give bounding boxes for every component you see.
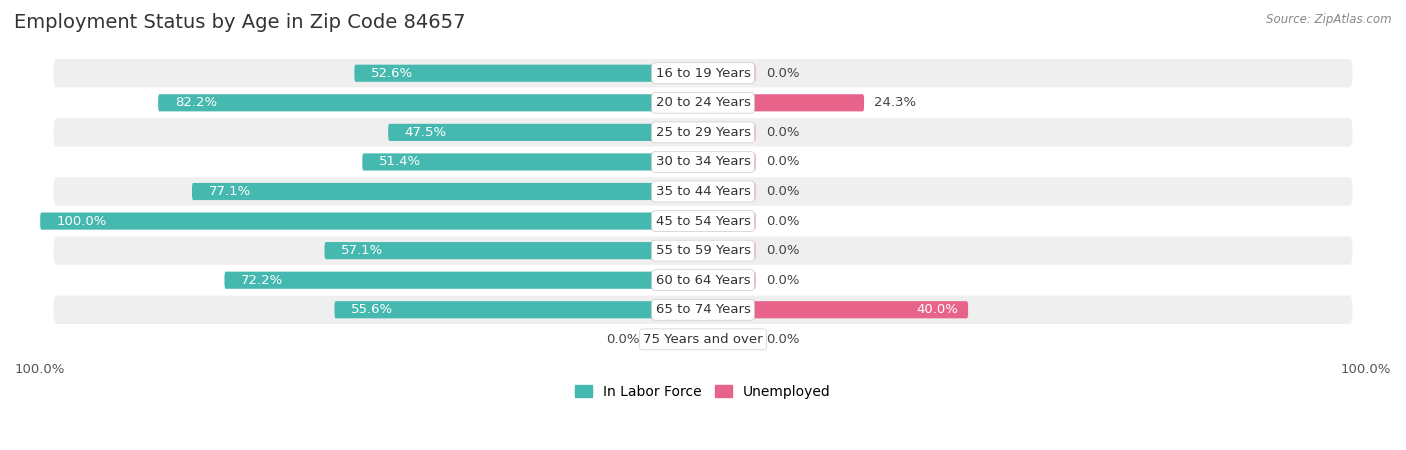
Text: 0.0%: 0.0% [766, 67, 800, 80]
FancyBboxPatch shape [703, 242, 756, 259]
Text: Employment Status by Age in Zip Code 84657: Employment Status by Age in Zip Code 846… [14, 14, 465, 32]
Text: 35 to 44 Years: 35 to 44 Years [655, 185, 751, 198]
FancyBboxPatch shape [703, 272, 756, 289]
FancyBboxPatch shape [157, 94, 703, 112]
Text: 57.1%: 57.1% [342, 244, 384, 257]
FancyBboxPatch shape [703, 65, 756, 82]
Text: 55.6%: 55.6% [352, 303, 394, 316]
FancyBboxPatch shape [363, 153, 703, 171]
FancyBboxPatch shape [193, 183, 703, 200]
Text: 45 to 54 Years: 45 to 54 Years [655, 215, 751, 228]
FancyBboxPatch shape [703, 301, 969, 318]
FancyBboxPatch shape [41, 212, 703, 230]
FancyBboxPatch shape [703, 94, 865, 112]
FancyBboxPatch shape [354, 65, 703, 82]
FancyBboxPatch shape [53, 59, 1353, 87]
FancyBboxPatch shape [703, 331, 756, 348]
Text: 100.0%: 100.0% [56, 215, 107, 228]
Text: 40.0%: 40.0% [917, 303, 957, 316]
FancyBboxPatch shape [703, 212, 756, 230]
FancyBboxPatch shape [53, 89, 1353, 117]
Text: 30 to 34 Years: 30 to 34 Years [655, 155, 751, 168]
FancyBboxPatch shape [53, 266, 1353, 294]
FancyBboxPatch shape [703, 124, 756, 141]
FancyBboxPatch shape [53, 177, 1353, 206]
FancyBboxPatch shape [53, 236, 1353, 265]
FancyBboxPatch shape [388, 124, 703, 141]
Text: 20 to 24 Years: 20 to 24 Years [655, 96, 751, 109]
Text: 47.5%: 47.5% [405, 126, 447, 139]
Text: 0.0%: 0.0% [766, 215, 800, 228]
FancyBboxPatch shape [53, 118, 1353, 147]
Text: 0.0%: 0.0% [766, 274, 800, 287]
Text: 16 to 19 Years: 16 to 19 Years [655, 67, 751, 80]
Text: 0.0%: 0.0% [766, 155, 800, 168]
FancyBboxPatch shape [703, 183, 756, 200]
FancyBboxPatch shape [335, 301, 703, 318]
Text: 60 to 64 Years: 60 to 64 Years [655, 274, 751, 287]
Text: 55 to 59 Years: 55 to 59 Years [655, 244, 751, 257]
Text: 0.0%: 0.0% [766, 333, 800, 346]
FancyBboxPatch shape [53, 207, 1353, 235]
Text: 25 to 29 Years: 25 to 29 Years [655, 126, 751, 139]
Text: 72.2%: 72.2% [240, 274, 283, 287]
FancyBboxPatch shape [53, 325, 1353, 354]
Text: Source: ZipAtlas.com: Source: ZipAtlas.com [1267, 14, 1392, 27]
FancyBboxPatch shape [225, 272, 703, 289]
Text: 82.2%: 82.2% [174, 96, 217, 109]
Text: 52.6%: 52.6% [371, 67, 413, 80]
Text: 0.0%: 0.0% [766, 244, 800, 257]
Text: 75 Years and over: 75 Years and over [643, 333, 763, 346]
FancyBboxPatch shape [53, 148, 1353, 176]
Text: 51.4%: 51.4% [378, 155, 420, 168]
Legend: In Labor Force, Unemployed: In Labor Force, Unemployed [569, 379, 837, 405]
FancyBboxPatch shape [325, 242, 703, 259]
Text: 77.1%: 77.1% [208, 185, 250, 198]
FancyBboxPatch shape [703, 153, 756, 171]
Text: 65 to 74 Years: 65 to 74 Years [655, 303, 751, 316]
Text: 0.0%: 0.0% [766, 126, 800, 139]
Text: 0.0%: 0.0% [606, 333, 640, 346]
Text: 24.3%: 24.3% [875, 96, 917, 109]
Text: 0.0%: 0.0% [766, 185, 800, 198]
FancyBboxPatch shape [53, 296, 1353, 324]
